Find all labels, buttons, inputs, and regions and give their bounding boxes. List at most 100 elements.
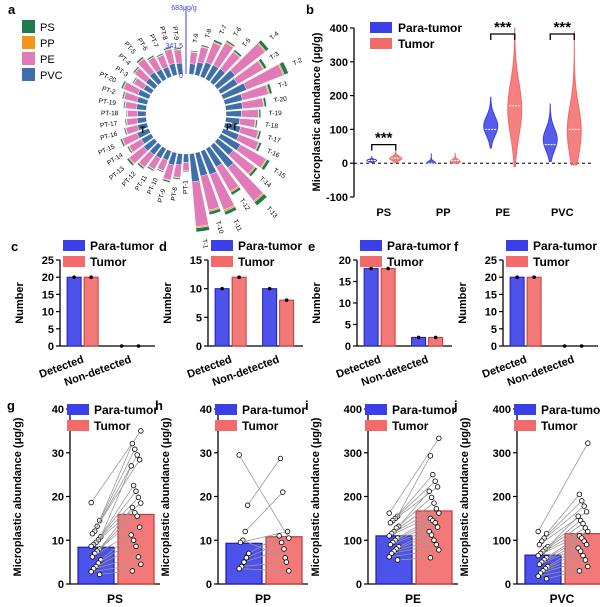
- tumor-point: [428, 494, 435, 501]
- tumor-point: [129, 568, 136, 574]
- tumor-point: [133, 488, 139, 494]
- y-tick-label: 200: [344, 492, 362, 504]
- sample-label-pt-16: PT-16: [100, 131, 119, 143]
- para-tumor-point: [386, 554, 392, 560]
- panel-label-d: d: [159, 239, 167, 254]
- x-axis-title: PVC: [550, 592, 575, 606]
- bar-tumor-detected: [380, 268, 396, 347]
- sample-label-t-20: T-20: [273, 96, 287, 105]
- radial-segment-pt-20-ps: [120, 80, 127, 90]
- panel-label-g: g: [7, 398, 15, 413]
- panel-label-e: e: [308, 239, 315, 254]
- pair-link: [547, 515, 579, 548]
- legend-swatch-para-tumor: [365, 404, 387, 415]
- bar-point: [416, 335, 421, 340]
- tumor-point: [286, 535, 292, 541]
- legend-label-tumor: Tumor: [387, 255, 424, 269]
- radial-segment-t-20-ps: [262, 97, 267, 107]
- y-tick-label: 400: [344, 404, 362, 416]
- y-tick-label: 25: [485, 255, 497, 267]
- pair-link: [391, 508, 437, 535]
- tumor-point: [276, 533, 282, 539]
- sample-label-t-1: T-1: [278, 80, 289, 90]
- y-tick-label: 15: [42, 289, 54, 301]
- tumor-point: [436, 547, 442, 553]
- radial-segment-t-10-ps: [208, 208, 222, 216]
- bar-tumor-non-detected: [279, 299, 295, 347]
- y-tick-label: 300: [493, 448, 511, 460]
- para-tumor-point: [535, 528, 541, 535]
- radial-segment-t-4-ps: [258, 39, 270, 52]
- para-tumor-point: [387, 541, 394, 548]
- pair-link: [241, 561, 287, 567]
- significance-label: ***: [553, 19, 571, 36]
- pair-link: [99, 570, 133, 575]
- radial-segment-t-19-pvc: [225, 110, 242, 118]
- bar-para-tumor-detected: [509, 276, 525, 347]
- y-tick-label: 400: [330, 23, 348, 35]
- radial-segment-pt-1-ps: [182, 171, 190, 173]
- sample-label-pt-9: PT-9: [157, 188, 168, 204]
- bar-point: [267, 286, 272, 291]
- tumor-point: [283, 559, 290, 565]
- radial-segment-t-9-pvc: [188, 63, 196, 75]
- legend-label-para-tumor: Para-tumor: [90, 239, 154, 253]
- y-tick-label: 20: [42, 272, 54, 284]
- tumor-point: [577, 548, 584, 554]
- y-tick-label: 400: [493, 404, 511, 416]
- bar-tumor-mean: [265, 536, 303, 585]
- pair-link: [100, 534, 132, 561]
- y-axis-title: Microplastic abundance (μg/g): [160, 417, 172, 576]
- para-tumor-point: [241, 559, 247, 565]
- tumor-point: [280, 489, 286, 495]
- sample-label-pt-20: PT-20: [98, 71, 117, 85]
- pair-link: [94, 515, 138, 554]
- tumor-point: [582, 557, 589, 563]
- legend-swatch-tumor: [365, 420, 387, 431]
- para-tumor-point: [89, 554, 96, 560]
- panel-f-bar-chart: f0510152025NumberDetectedNon-detectedPar…: [454, 239, 598, 389]
- radial-segment-t-17-ps: [256, 130, 262, 140]
- radial-segment-pt-17-pvc: [136, 116, 147, 124]
- bar-para-tumor-detected: [214, 288, 230, 347]
- significance-bracket: [371, 143, 397, 151]
- sample-label-pt-6: PT-6: [135, 37, 148, 53]
- violin-tumor-pp: [449, 152, 461, 164]
- tumor-point: [138, 500, 144, 506]
- tumor-point: [434, 484, 441, 490]
- y-tick-label: 100: [330, 124, 348, 136]
- pair-link: [542, 523, 584, 552]
- pair-link: [538, 566, 588, 577]
- para-tumor-point: [242, 528, 248, 535]
- pair-link: [393, 502, 435, 532]
- sample-label-t-2: T-2: [292, 57, 304, 67]
- pair-link: [547, 547, 579, 567]
- para-tumor-point: [237, 539, 244, 546]
- bar-point: [433, 335, 438, 340]
- sample-label-t-18: T-18: [265, 122, 279, 131]
- bar-point: [89, 275, 93, 280]
- bar-point: [562, 344, 567, 348]
- radial-segment-pt-9-ps: [161, 178, 171, 183]
- y-tick-label: 200: [493, 492, 511, 504]
- radial-segment-t-13-ps: [254, 193, 268, 206]
- group-label-t: T: [140, 125, 146, 135]
- pair-link: [98, 485, 134, 541]
- legend-swatch-para-tumor: [211, 240, 233, 251]
- pair-link: [244, 491, 284, 532]
- tumor-point: [134, 513, 140, 519]
- tumor-point: [136, 524, 143, 530]
- bar-point: [579, 344, 584, 348]
- bar-para-tumor-detected: [363, 268, 379, 347]
- pair-link: [391, 544, 437, 554]
- radial-segment-t-6-ps: [225, 39, 236, 48]
- radial-segment-pt-13-ps: [126, 157, 135, 167]
- pair-link: [93, 556, 139, 570]
- x-tick-label-pe: PE: [495, 207, 510, 219]
- x-axis-title: PE: [405, 592, 421, 606]
- para-tumor-point: [244, 502, 251, 508]
- legend-swatch-ps: [22, 20, 35, 33]
- legend-label-tumor: Tumor: [242, 419, 279, 433]
- tumor-point: [430, 471, 436, 478]
- tumor-point: [576, 491, 583, 498]
